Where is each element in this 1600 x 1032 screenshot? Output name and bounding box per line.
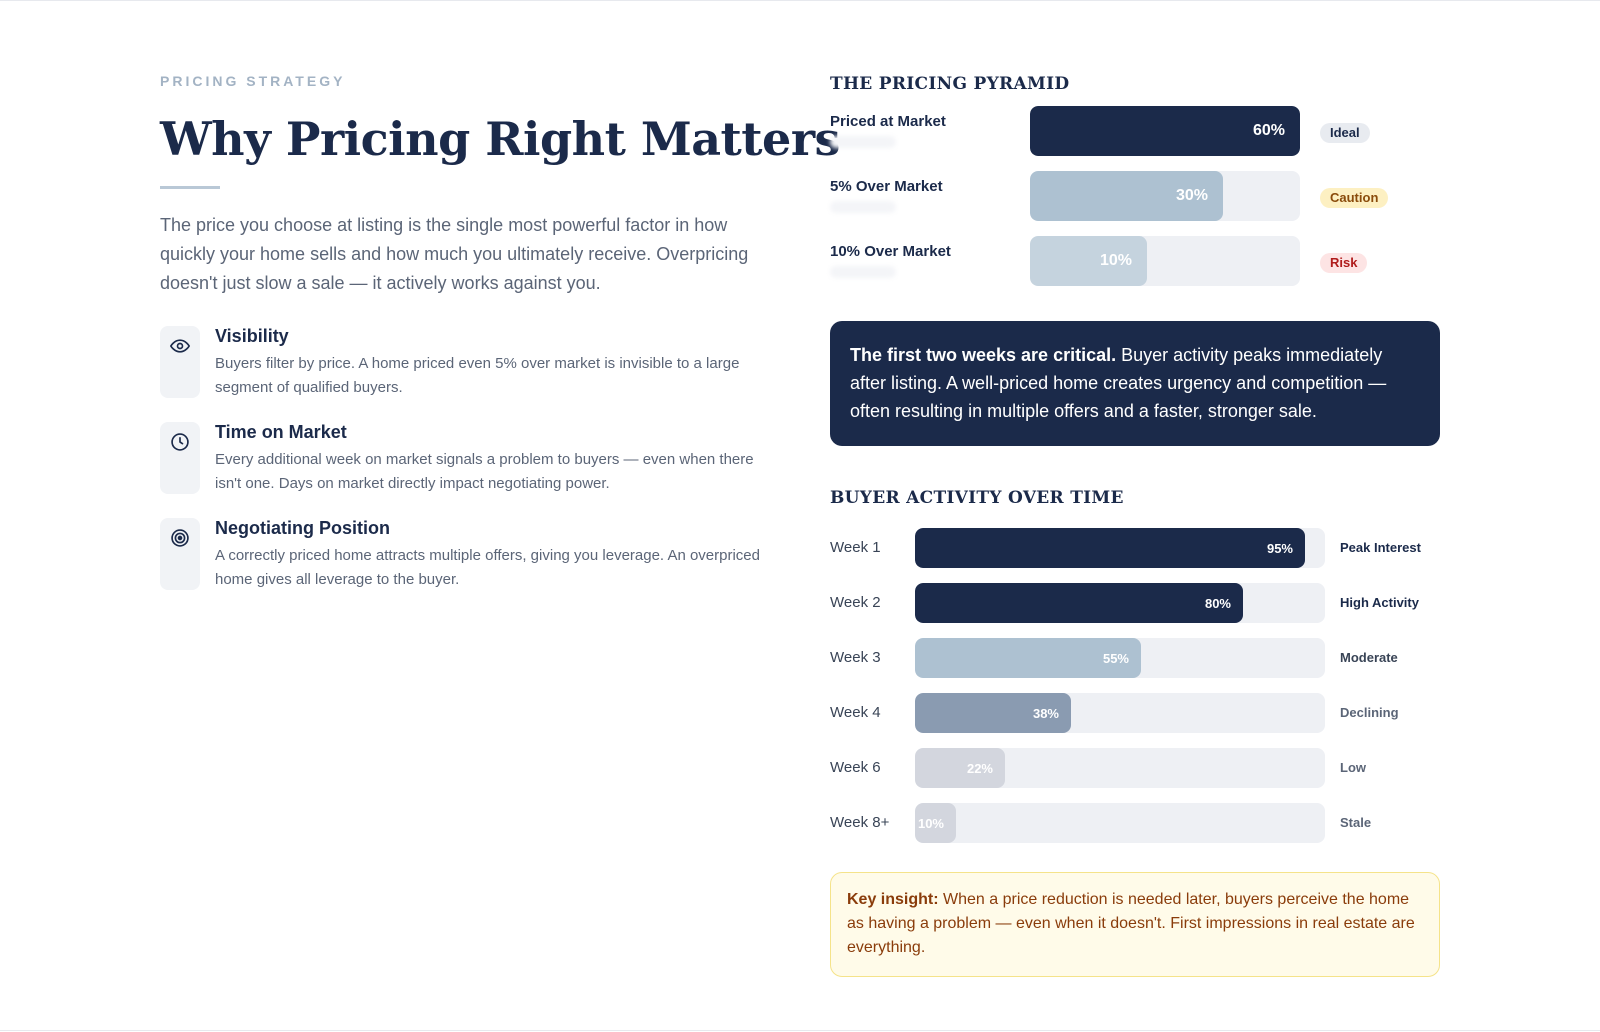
activity-status-label: Moderate [1340,650,1398,665]
feature-title: Negotiating Position [215,518,390,538]
activity-row: Week 1 95% Peak Interest [830,528,1440,583]
activity-bar-value: 38% [1032,705,1059,721]
feature-description: A correctly priced home attracts multipl… [215,547,760,588]
critical-weeks-callout: The first two weeks are critical. Buyer … [830,321,1440,446]
insight-body: When a price reduction is needed later, … [847,891,1415,956]
activity-row: Week 3 55% Moderate [830,638,1440,693]
pyramid-bar: 10% [1030,236,1147,286]
activity-week-label: Week 3 [830,649,881,666]
feature-description: Buyers filter by price. A home priced ev… [215,355,740,396]
activity-bar: 10% [915,803,956,843]
bottom-divider [0,1030,1600,1031]
pyramid-row-sublabel-blurred [830,266,896,278]
callout-body: Buyer activity peaks immediately after l… [850,345,1387,421]
activity-status-label: Peak Interest [1340,540,1421,555]
activity-bar-value: 55% [1102,650,1129,666]
pyramid-row-label: 5% Over Market [830,178,943,195]
activity-bar-value: 22% [966,760,993,776]
pyramid-row: 10% Over Market 10% Risk [830,236,1440,301]
activity-bar-track: 55% [915,638,1325,678]
target-icon [160,518,200,590]
activity-status-label: High Activity [1340,595,1419,610]
activity-bar-value: 80% [1204,595,1231,611]
activity-bar-track: 95% [915,528,1325,568]
buyer-activity-chart: Week 1 95% Peak Interest Week 2 80% High Acti… [830,528,1440,858]
feature-item-time-on-market: Time on Market Every additional week on … [160,416,770,512]
feature-item-visibility: Visibility Buyers filter by price. A hom… [160,320,770,416]
activity-bar-value: 10% [917,815,944,831]
activity-bar-value: 95% [1266,540,1293,556]
activity-week-label: Week 2 [830,594,881,611]
pyramid-bar: 30% [1030,171,1223,221]
buyer-activity-section: BUYER ACTIVITY OVER TIME Week 1 95% Peak I… [830,486,1440,858]
pyramid-row-sublabel-blurred [830,136,896,148]
activity-week-label: Week 1 [830,539,881,556]
activity-bar-track: 38% [915,693,1325,733]
eyebrow-label: PRICING STRATEGY [160,73,346,89]
pyramid-status-badge: Caution [1320,188,1389,208]
activity-status-label: Low [1340,760,1366,775]
pricing-pyramid-title: THE PRICING PYRAMID [830,74,1070,94]
activity-week-label: Week 4 [830,704,881,721]
pyramid-row: Priced at Market 60% Ideal [830,106,1440,171]
pyramid-bar-track: 30% [1030,171,1300,221]
pyramid-bar: 60% [1030,106,1300,156]
callout-lead: The first two weeks are critical. [850,345,1117,365]
activity-bar-track: 22% [915,748,1325,788]
feature-item-negotiating-position: Negotiating Position A correctly priced … [160,512,770,608]
title-underline [160,186,220,189]
eye-icon [160,326,200,398]
pyramid-row: 5% Over Market 30% Caution [830,171,1440,236]
activity-week-label: Week 8+ [830,814,890,831]
insight-lead: Key insight: [847,891,939,908]
pricing-pyramid-chart: Priced at Market 60% Ideal 5% Over Market 30… [830,106,1440,301]
pyramid-bar-track: 60% [1030,106,1300,156]
pyramid-status-badge: Risk [1320,253,1368,273]
charts-section: THE PRICING PYRAMID Priced at Market 60% I… [830,72,1440,977]
activity-row: Week 8+ 10% Stale [830,803,1440,858]
clock-icon [160,422,200,494]
pyramid-bar-value: 30% [1175,187,1208,204]
pyramid-row-label: 10% Over Market [830,243,951,260]
pyramid-row-label: Priced at Market [830,113,946,130]
activity-row: Week 2 80% High Activity [830,583,1440,638]
feature-title: Visibility [215,326,289,346]
pyramid-bar-track: 10% [1030,236,1300,286]
feature-description: Every additional week on market signals … [215,451,754,492]
feature-title: Time on Market [215,422,347,442]
pyramid-row-sublabel-blurred [830,201,896,213]
page-title: Why Pricing Right Matters [160,112,840,166]
activity-status-label: Declining [1340,705,1399,720]
intro-section: PRICING STRATEGY Why Pricing Right Matte… [160,72,840,608]
pyramid-bar-value: 60% [1252,122,1285,139]
pyramid-bar-value: 10% [1099,252,1132,269]
activity-status-label: Stale [1340,815,1372,830]
key-insight-box: Key insight: When a price reduction is n… [830,872,1440,977]
activity-week-label: Week 6 [830,759,881,776]
activity-bar: 55% [915,638,1141,678]
activity-bar-track: 80% [915,583,1325,623]
activity-bar: 38% [915,693,1071,733]
feature-list: Visibility Buyers filter by price. A hom… [160,320,770,608]
activity-bar: 22% [915,748,1005,788]
intro-paragraph: The price you choose at listing is the s… [160,215,749,293]
activity-bar-track: 10% [915,803,1325,843]
activity-row: Week 6 22% Low [830,748,1440,803]
top-divider [0,0,1600,1]
pyramid-status-badge: Ideal [1320,123,1370,143]
activity-row: Week 4 38% Declining [830,693,1440,748]
buyer-activity-title: BUYER ACTIVITY OVER TIME [830,488,1124,508]
activity-bar: 95% [915,528,1305,568]
activity-bar: 80% [915,583,1243,623]
